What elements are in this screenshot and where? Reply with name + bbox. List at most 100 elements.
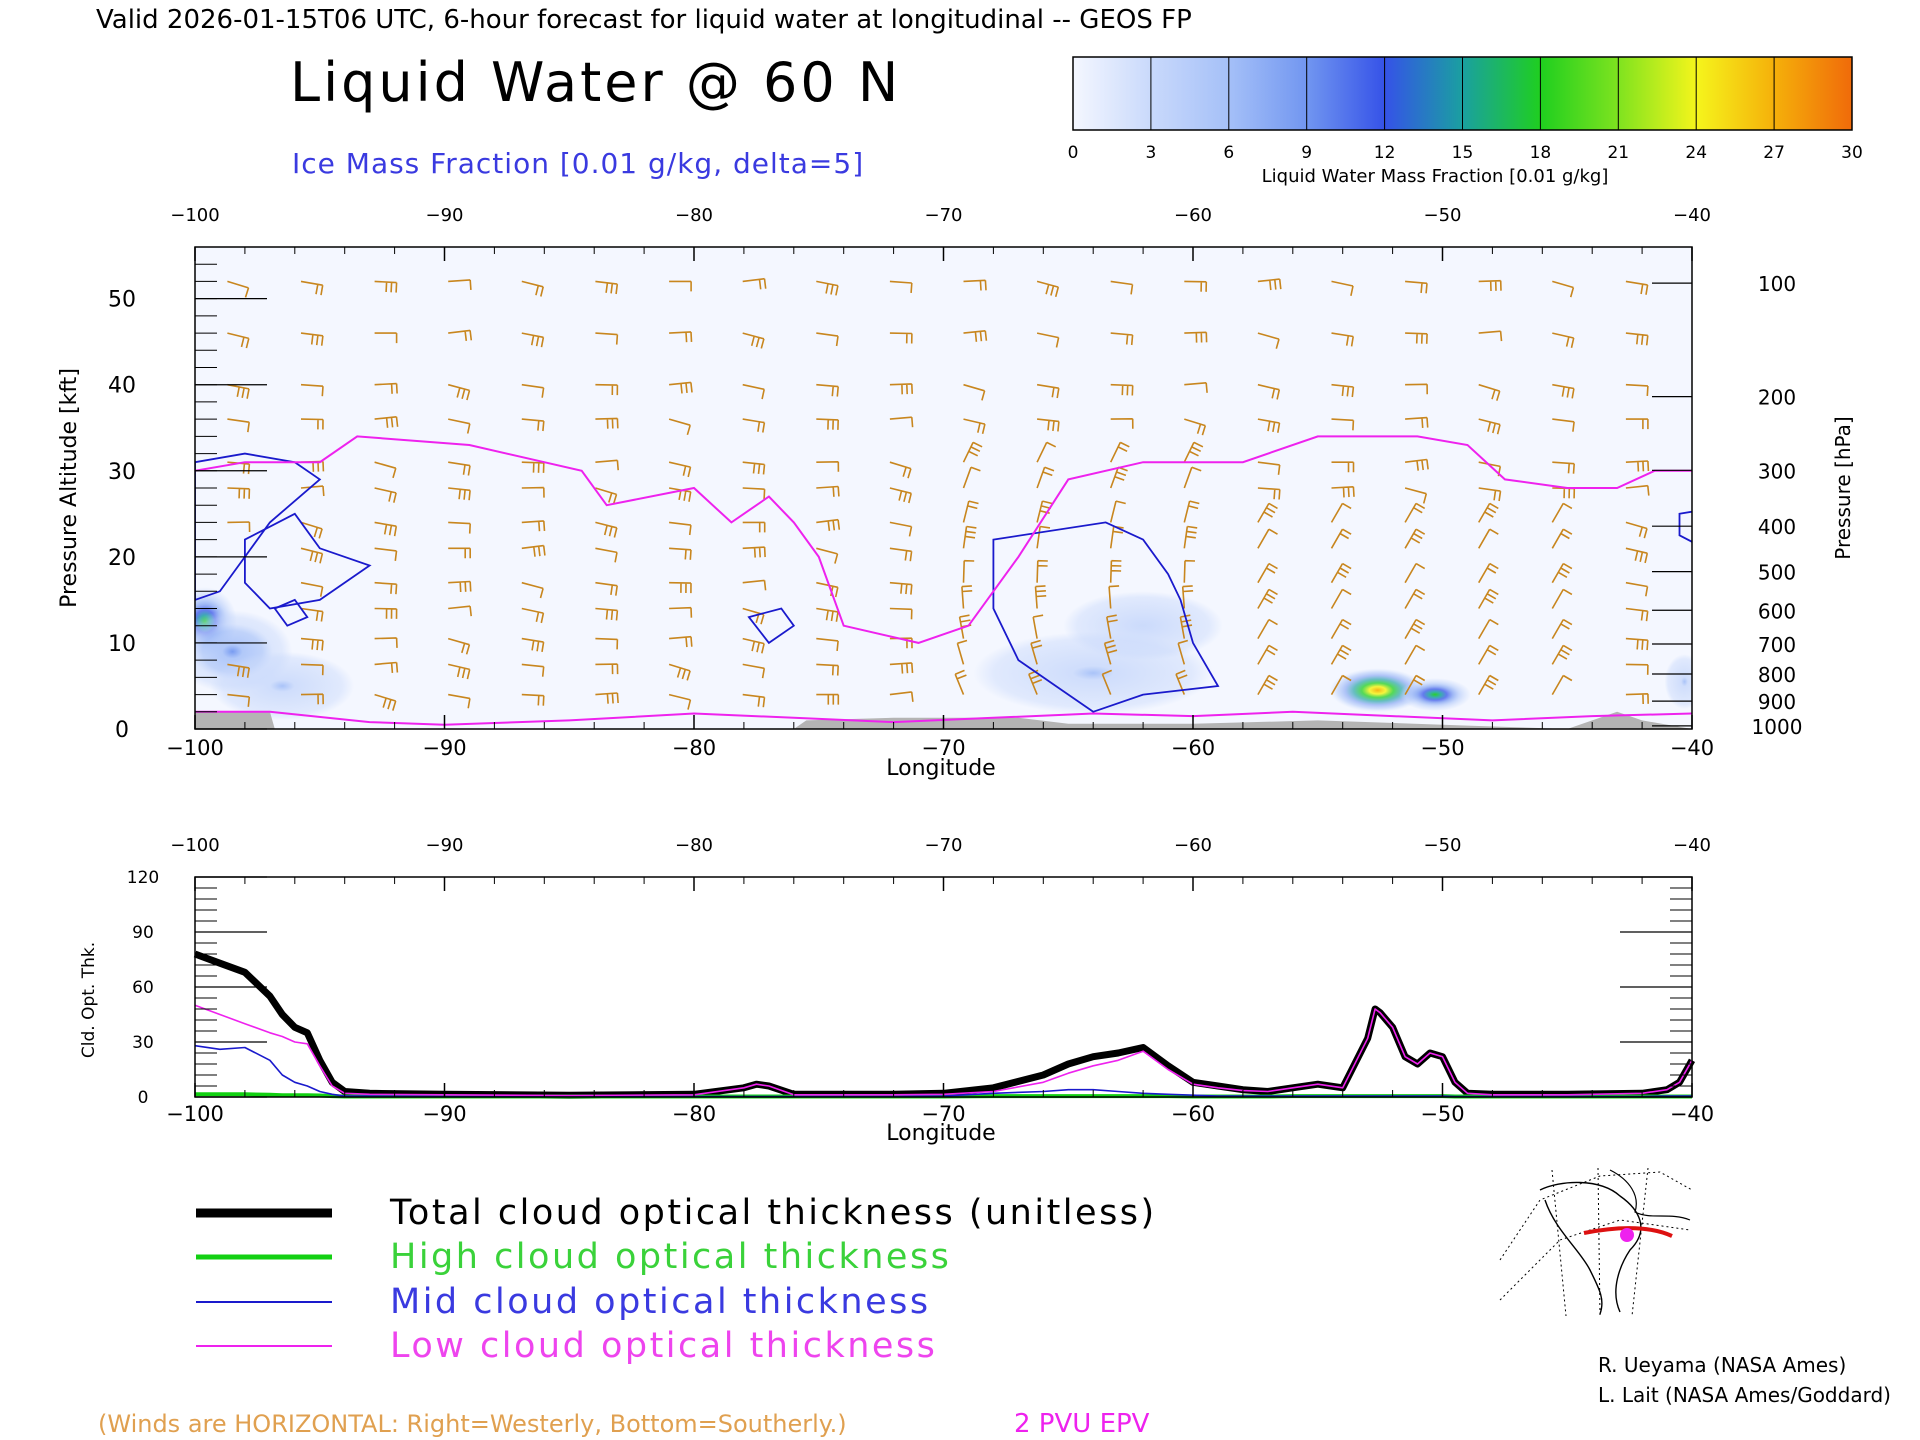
- wind-barb: [1405, 416, 1429, 428]
- colorbar-segment: [1384, 57, 1463, 130]
- wind-barb: [374, 332, 398, 344]
- wind-barb: [742, 277, 767, 290]
- wind-barb: [816, 607, 839, 622]
- wind-barb: [1552, 280, 1575, 298]
- x-tick-label: −100: [166, 1102, 224, 1126]
- wind-barb: [1109, 559, 1122, 583]
- wind-barb: [521, 663, 545, 677]
- liquid-water-cell: [210, 651, 355, 721]
- wind-barb: [669, 331, 693, 343]
- y-tick-label: 30: [108, 460, 136, 485]
- wind-barb: [227, 418, 250, 433]
- y-tick-label: 120: [127, 868, 159, 888]
- y-tick-label: 0: [138, 1088, 149, 1108]
- wind-barb: [521, 693, 545, 706]
- wind-barb: [816, 280, 839, 296]
- wind-barb: [448, 487, 471, 501]
- wind-barb: [668, 418, 691, 436]
- wind-barb: [963, 383, 986, 401]
- wind-barb: [374, 693, 397, 711]
- wind-barb: [1181, 585, 1194, 609]
- wind-barb: [816, 547, 839, 564]
- colorbar-segment: [1618, 57, 1697, 130]
- wind-barb: [1036, 525, 1051, 549]
- wind-barb: [1184, 382, 1208, 393]
- wind-barb: [595, 383, 619, 396]
- wind-barb: [1032, 614, 1044, 639]
- x-tick-label-top: −90: [426, 205, 464, 226]
- ice-contour: [1678, 510, 1692, 543]
- wind-barb: [227, 521, 251, 533]
- valid-line: Valid 2026-01-15T06 UTC, 6-hour forecast…: [96, 5, 1192, 35]
- y-tick-label: 30: [132, 1033, 154, 1053]
- wind-barb: [300, 607, 324, 622]
- wind-barb: [374, 581, 398, 595]
- wind-barb: [963, 279, 987, 291]
- colorbar-tick-label: 30: [1841, 143, 1863, 163]
- wind-barb: [1478, 487, 1502, 502]
- wind-barb: [1257, 528, 1278, 549]
- wind-barb: [374, 487, 397, 503]
- wind-barb: [1036, 500, 1053, 523]
- wind-barb: [816, 663, 839, 676]
- wind-barb: [1257, 332, 1280, 349]
- wind-barb: [1551, 588, 1573, 609]
- bottom-xlabel: Longitude: [886, 1121, 995, 1146]
- wind-barb: [889, 581, 913, 595]
- colorbar-segment: [1774, 57, 1853, 130]
- wind-barb: [889, 487, 912, 504]
- colorbar-segment: [1540, 57, 1619, 130]
- x-tick-label-top: −100: [170, 205, 219, 226]
- wind-barb: [1183, 466, 1202, 489]
- wind-barb: [1034, 585, 1047, 609]
- x-tick-label: −60: [1171, 1102, 1215, 1126]
- wind-barb: [889, 547, 913, 562]
- wind-barb: [1103, 639, 1118, 665]
- x-tick-label-top: −90: [426, 835, 464, 856]
- wind-barb: [227, 332, 250, 349]
- wind-barb: [1101, 669, 1113, 695]
- wind-barb: [1551, 502, 1573, 523]
- wind-barb: [816, 485, 840, 497]
- wind-barb: [962, 441, 983, 463]
- wind-barb: [668, 663, 691, 681]
- wind-barb: [742, 332, 765, 349]
- wind-barb: [1331, 332, 1354, 347]
- y-tick-label: 10: [108, 632, 136, 657]
- wind-barb: [448, 663, 471, 680]
- x-tick-label: −40: [1670, 736, 1714, 760]
- wind-barb: [1625, 418, 1649, 430]
- wind-barb: [816, 518, 841, 531]
- wind-barb: [1331, 461, 1355, 473]
- wind-barb: [1330, 562, 1352, 584]
- wind-barb: [669, 606, 693, 618]
- wind-barb: [1036, 332, 1060, 348]
- wind-barb: [448, 580, 472, 593]
- wind-barb: [816, 637, 839, 651]
- colorbar-tick-label: 27: [1763, 143, 1785, 163]
- wind-barb: [595, 692, 619, 704]
- wind-barb: [1625, 637, 1649, 651]
- wind-barb: [1478, 674, 1499, 695]
- wind-barb: [1177, 639, 1189, 665]
- epv-2pvu-line: [195, 435, 1692, 644]
- wind-barb: [595, 417, 619, 429]
- colorbar-tick-label: 12: [1374, 143, 1396, 163]
- wind-barb: [1552, 332, 1575, 348]
- plot-background: [195, 247, 1692, 729]
- x-tick-label-top: −60: [1174, 205, 1212, 226]
- wind-barb: [956, 639, 968, 665]
- series-mid: [194, 1044, 1692, 1098]
- colorbar: 0 3 6 9 12 15 18 21 24 27 30: [1068, 56, 1863, 163]
- wind-barb: [1405, 383, 1428, 395]
- x-tick-label: −70: [921, 1102, 965, 1126]
- wind-barb: [521, 581, 544, 599]
- wind-barb: [1109, 500, 1126, 523]
- wind-barb: [300, 332, 324, 346]
- wind-barb: [595, 280, 619, 295]
- wind-barb: [962, 500, 979, 523]
- wind-barb: [669, 581, 692, 594]
- wind-barb: [1036, 559, 1048, 583]
- wind-barb: [1625, 383, 1649, 396]
- wind-barb: [374, 416, 399, 428]
